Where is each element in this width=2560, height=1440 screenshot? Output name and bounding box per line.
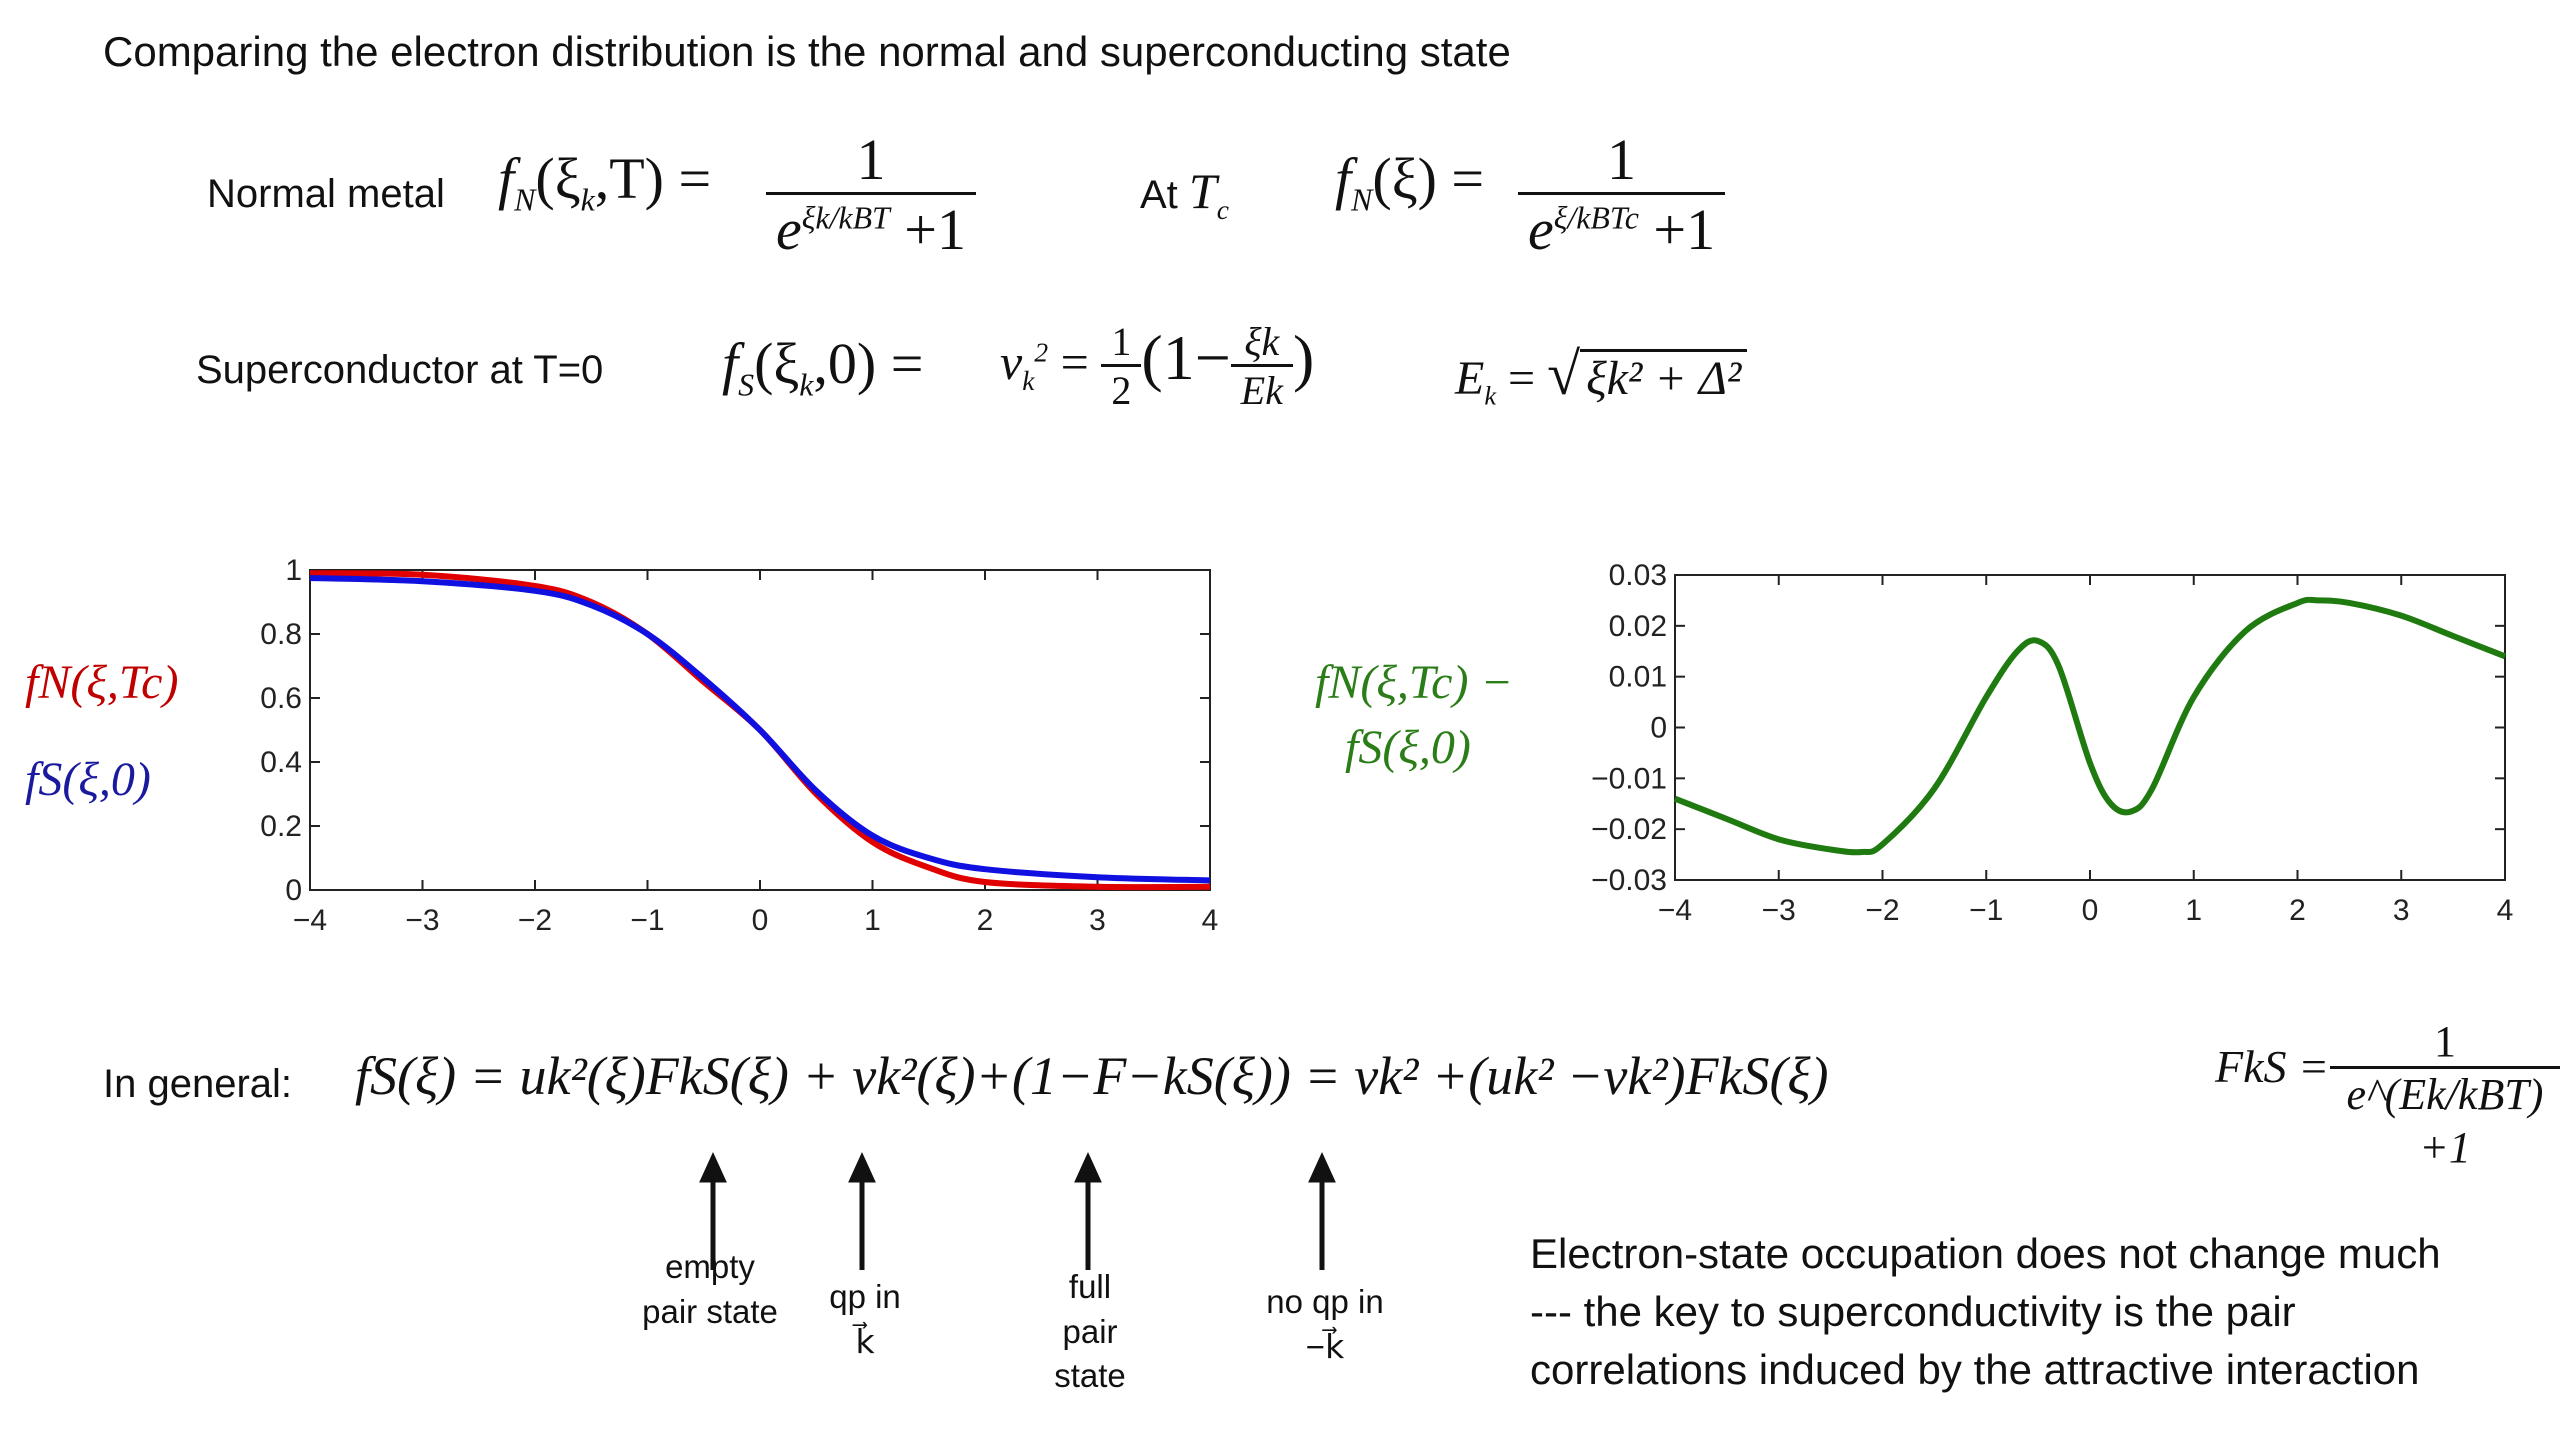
left-plot-ytick-label: 0.6 xyxy=(260,682,302,715)
left-plot-xtick-label: −3 xyxy=(405,904,439,937)
left-plot-series-1 xyxy=(309,575,1211,884)
right-plot-xtick-label: 4 xyxy=(2497,894,2514,927)
right-plot-xtick-label: 1 xyxy=(2185,894,2202,927)
left-plot-xtick-label: −2 xyxy=(518,904,552,937)
superconductor-v-formula: vk2 = 1 2 (1− ξk Ek) xyxy=(1000,319,1315,414)
right-plot-label-line2: fS(ξ,0) xyxy=(1345,721,1471,774)
left-plot-xtick-label: 4 xyxy=(1202,904,1219,937)
general-formula: fS(ξ) = uk²(ξ)FkS(ξ) + vk²(ξ)+(1−F−kS(ξ)… xyxy=(355,1046,1829,1106)
right-plot-ytick-label: −0.02 xyxy=(1591,813,1667,846)
note-line-1: Electron-state occupation does not chang… xyxy=(1530,1230,2441,1277)
arrow-label-empty-pair: empty pair state xyxy=(642,1248,778,1330)
right-plot-ytick-label: 0.02 xyxy=(1609,610,1667,643)
arrows-layer xyxy=(699,1151,1336,1270)
right-plot-ytick-label: −0.03 xyxy=(1591,864,1667,897)
page-title: Comparing the electron distribution is t… xyxy=(103,28,1511,75)
arrow-label-no-qp: no qp in −k⃗ xyxy=(1266,1283,1384,1365)
right-plot-xtick-label: −3 xyxy=(1762,894,1796,927)
left-plot: −4 −3 −2 −1 0 1 2 3 4 0 0.2 0.4 0.6 0.8 1 xyxy=(260,554,1219,937)
right-plot-xtick-label: 0 xyxy=(2082,894,2099,927)
normal-metal-fraction: 1 eξk/kBT +1 xyxy=(766,128,977,264)
at-tc-formula: fN(ξ) = xyxy=(1335,146,1485,218)
left-plot-xtick-label: 0 xyxy=(752,904,769,937)
left-plot-ytick-label: 0.4 xyxy=(260,746,302,779)
superconductor-label: Superconductor at T=0 xyxy=(196,348,604,392)
arrow-label-qp-in-k: qp in k⃗ xyxy=(829,1278,901,1360)
note-line-3: correlations induced by the attractive i… xyxy=(1530,1346,2420,1393)
left-plot-ytick-label: 0.2 xyxy=(260,810,302,843)
right-plot-xtick-label: 2 xyxy=(2289,894,2306,927)
left-plot-xtick-label: −1 xyxy=(630,904,664,937)
right-plot-ytick-label: 0 xyxy=(1650,712,1667,745)
right-plot-series-0 xyxy=(1673,596,2507,856)
left-plot-blue-label: fS(ξ,0) xyxy=(25,753,151,806)
note-line-2: --- the key to superconductivity is the … xyxy=(1530,1288,2296,1335)
normal-metal-label: Normal metal xyxy=(207,172,445,216)
right-plot-ytick-label: 0.01 xyxy=(1609,661,1667,694)
superconductor-formula: fS(ξk,0) = xyxy=(722,331,924,403)
right-plot-xtick-label: 3 xyxy=(2393,894,2410,927)
left-plot-xtick-label: −4 xyxy=(293,904,327,937)
right-plot-xtick-label: −2 xyxy=(1865,894,1899,927)
at-tc-label: At Tc xyxy=(1140,163,1229,225)
right-plot-xtick-label: −4 xyxy=(1658,894,1692,927)
right-plot-ytick-label: −0.01 xyxy=(1591,762,1667,795)
left-plot-ytick-label: 0 xyxy=(285,874,302,907)
left-plot-xtick-label: 2 xyxy=(977,904,994,937)
left-plot-ytick-label: 1 xyxy=(285,554,302,587)
energy-formula: Ek = √ ξk² + Δ² xyxy=(1455,340,1748,412)
normal-metal-formula: fN(ξk,T) = xyxy=(498,146,712,218)
left-plot-ytick-label: 0.8 xyxy=(260,618,302,651)
right-plot: −4 −3 −2 −1 0 1 2 3 4 −0.03 −0.02 −0.01 0 0.01 0.02 0.0… xyxy=(1591,559,2514,927)
right-plot-label-line1: fN(ξ,Tc) − xyxy=(1315,656,1513,709)
right-plot-xtick-label: −1 xyxy=(1969,894,2003,927)
right-plot-frame xyxy=(1674,574,2506,881)
fermi-fraction: 1 e^(Ek/kBT) +1 xyxy=(2330,1017,2560,1175)
conclusion-note: Electron-state occupation does not chang… xyxy=(1530,1225,2441,1399)
fermi-lhs: FkS = xyxy=(2215,1041,2330,1092)
at-tc-fraction: 1 eξ/kBTc +1 xyxy=(1518,128,1726,264)
in-general-label: In general: xyxy=(103,1062,293,1106)
left-plot-xtick-label: 3 xyxy=(1089,904,1106,937)
right-plot-ytick-label: 0.03 xyxy=(1609,559,1667,592)
arrow-label-full-pair: full pair state xyxy=(1054,1268,1126,1395)
left-plot-xtick-label: 1 xyxy=(864,904,881,937)
left-plot-red-label: fN(ξ,Tc) xyxy=(25,656,179,709)
